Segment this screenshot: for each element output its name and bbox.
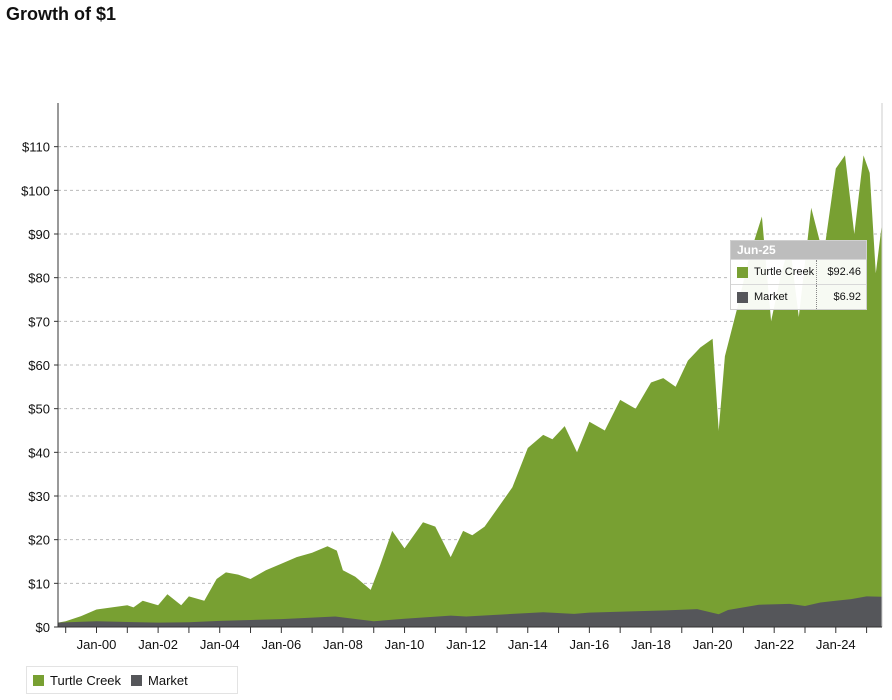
- y-tick-label: $20: [28, 533, 50, 548]
- x-tick-label: Jan-12: [446, 637, 486, 652]
- market-swatch: [737, 291, 748, 303]
- x-tick-label: Jan-06: [261, 637, 301, 652]
- tooltip-row-market: Market $6.92: [731, 284, 866, 309]
- x-tick-label: Jan-22: [754, 637, 794, 652]
- y-tick-label: $100: [21, 183, 50, 198]
- tooltip-series-value: $92.46: [816, 260, 866, 284]
- legend-swatch-turtle-creek: [33, 674, 44, 686]
- tick-labels: $0 $10 $20 $30 $40 $50 $60 $70 $80 $90 $100 $110 Jan…: [21, 140, 856, 652]
- legend-swatch-market: [131, 674, 143, 686]
- y-tick-label: $60: [28, 358, 50, 373]
- turtle-creek-swatch: [737, 266, 748, 278]
- x-tick-label: Jan-04: [200, 637, 240, 652]
- x-tick-label: Jan-14: [508, 637, 548, 652]
- hover-tooltip: Jun-25 Turtle Creek $92.46 Market $6.92: [730, 240, 867, 310]
- y-tick-label: $90: [28, 227, 50, 242]
- x-tick-label: Jan-18: [631, 637, 671, 652]
- x-tick-label: Jan-20: [693, 637, 733, 652]
- legend-label: Turtle Creek: [50, 672, 122, 688]
- legend-label: Market: [148, 672, 188, 688]
- area-market: [58, 596, 882, 627]
- area-turtle-creek: [58, 155, 882, 627]
- x-tick-label: Jan-02: [138, 637, 178, 652]
- x-tick-label: Jan-00: [77, 637, 117, 652]
- tooltip-series-name: Turtle Creek: [754, 266, 815, 278]
- y-tick-label: $80: [28, 271, 50, 286]
- x-tick-label: Jan-08: [323, 637, 363, 652]
- x-tick-label: Jan-16: [569, 637, 609, 652]
- axes: [54, 103, 883, 633]
- y-tick-label: $110: [22, 140, 50, 155]
- x-tick-label: Jan-24: [816, 637, 856, 652]
- series-areas: [58, 155, 882, 627]
- y-tick-label: $40: [28, 445, 50, 460]
- y-tick-label: $30: [28, 489, 50, 504]
- tooltip-series-value: $6.92: [816, 285, 866, 309]
- tooltip-date: Jun-25: [731, 241, 866, 259]
- tooltip-series-name: Market: [754, 291, 788, 303]
- y-tick-label: $10: [28, 576, 50, 591]
- growth-chart: $0 $10 $20 $30 $40 $50 $60 $70 $80 $90 $100 $110 Jan…: [21, 103, 883, 652]
- y-tick-label: $70: [28, 314, 50, 329]
- y-tick-label: $0: [36, 620, 50, 635]
- x-tick-label: Jan-10: [385, 637, 425, 652]
- legend-item-turtle-creek[interactable]: Turtle Creek: [33, 673, 121, 688]
- legend-item-market[interactable]: Market: [131, 673, 188, 688]
- page-title: Growth of $1: [6, 4, 117, 24]
- tooltip-row-turtle-creek: Turtle Creek $92.46: [731, 259, 866, 284]
- y-tick-label: $50: [28, 402, 50, 417]
- chart-legend: Turtle Creek Market: [26, 666, 238, 694]
